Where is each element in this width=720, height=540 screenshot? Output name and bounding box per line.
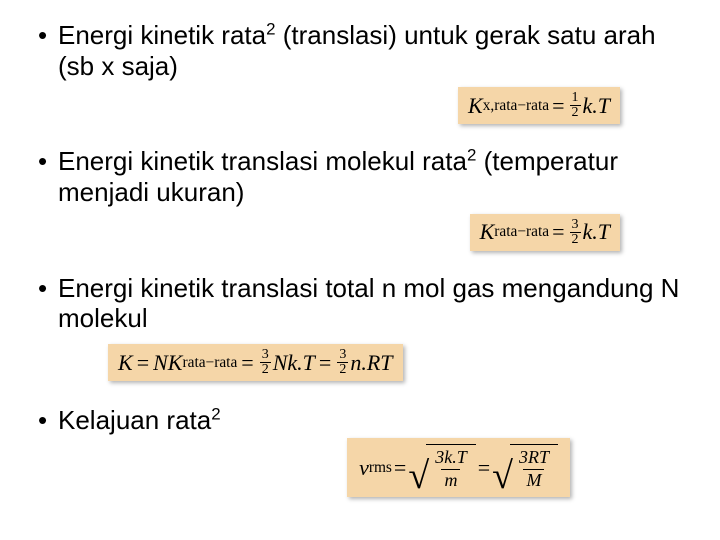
bullet-2: • Energi kinetik translasi molekul rata2… <box>58 146 680 207</box>
f2-sub: rata−rata <box>494 223 549 240</box>
bullet-3: • Energi kinetik translasi total n mol g… <box>58 273 680 334</box>
f3-N: N <box>153 350 168 376</box>
f3-frac2-n: 3 <box>337 348 348 362</box>
f4-r2n: 3RT <box>519 447 549 467</box>
bullet-dot: • <box>38 273 58 304</box>
bullet-dot: • <box>38 405 58 436</box>
bullet-3-text: Energi kinetik translasi total n mol gas… <box>58 273 680 334</box>
f3-frac2: 3 2 <box>337 348 348 377</box>
f2-frac-n: 3 <box>570 218 581 232</box>
bullet-4-text-a: Kelajuan rata <box>58 405 211 435</box>
f4-lfrac2: 3RT M <box>516 447 552 492</box>
bullet-1-text: Energi kinetik rata2 (translasi) untuk g… <box>58 20 680 81</box>
bullet-4-sup: 2 <box>211 404 220 423</box>
f3-K: K <box>118 350 133 376</box>
f2-frac: 3 2 <box>570 218 581 247</box>
f4-rad1: 3k.T m <box>426 444 476 492</box>
formula-3: K = NKrata−rata = 3 2 Nk.T = 3 2 n.RT <box>108 344 403 381</box>
bullet-1-sup: 2 <box>266 19 275 38</box>
f3-NkT: Nk.T <box>273 350 315 376</box>
f1-kT: k.T <box>583 93 611 119</box>
f3-frac2-d: 2 <box>337 362 348 377</box>
formula-1: Kx,rata−rata = 1 2 k.T <box>458 87 620 124</box>
f4-eq2: = <box>478 455 490 481</box>
f3-eq1: = <box>137 350 149 376</box>
formula-row-2: Krata−rata = 3 2 k.T <box>58 214 680 251</box>
radical-icon: √ <box>492 463 513 490</box>
f4-r1n: 3k.T <box>435 447 467 467</box>
f4-sqrt1: √ 3k.T m <box>408 444 475 492</box>
formula-row-3: K = NKrata−rata = 3 2 Nk.T = 3 2 n.RT <box>58 344 680 381</box>
bullet-2-sup: 2 <box>467 146 476 165</box>
f3-eq2: = <box>241 350 253 376</box>
f1-eq: = <box>552 93 564 119</box>
f3-Kr-sub: rata−rata <box>182 354 237 371</box>
f4-eq1: = <box>394 455 406 481</box>
bullet-1: • Energi kinetik rata2 (translasi) untuk… <box>58 20 680 81</box>
formula-4: vrms = √ 3k.T m = √ 3RT M <box>347 438 570 498</box>
bullet-1-text-a: Energi kinetik rata <box>58 20 266 50</box>
bullet-2-text: Energi kinetik translasi molekul rata2 (… <box>58 146 680 207</box>
f2-kT: k.T <box>583 219 611 245</box>
f3-Kr: K <box>168 350 183 376</box>
formula-2: Krata−rata = 3 2 k.T <box>470 214 620 251</box>
f3-nRT: n.RT <box>350 350 392 376</box>
f4-r2d: M <box>526 470 541 490</box>
f2-frac-d: 2 <box>570 232 581 247</box>
f1-K: K <box>468 93 483 119</box>
f4-r1d: m <box>444 470 457 490</box>
f2-eq: = <box>552 219 564 245</box>
f2-K: K <box>480 219 495 245</box>
f1-frac-d: 2 <box>570 105 581 120</box>
f1-frac-n: 1 <box>570 91 581 105</box>
f4-sqrt2: √ 3RT M <box>492 444 558 492</box>
f4-vsub: rms <box>369 459 392 476</box>
f3-frac1-n: 3 <box>260 348 271 362</box>
radical-icon: √ <box>408 463 429 490</box>
bullet-dot: • <box>38 20 58 51</box>
f4-v: v <box>359 455 369 481</box>
f1-frac: 1 2 <box>570 91 581 120</box>
f3-frac1-d: 2 <box>260 362 271 377</box>
f3-frac1: 3 2 <box>260 348 271 377</box>
formula-row-1: Kx,rata−rata = 1 2 k.T <box>58 87 680 124</box>
formula-row-4: vrms = √ 3k.T m = √ 3RT M <box>58 438 680 498</box>
slide: • Energi kinetik rata2 (translasi) untuk… <box>0 0 720 540</box>
bullet-4-text: Kelajuan rata2 <box>58 405 680 436</box>
bullet-4: • Kelajuan rata2 <box>58 405 680 436</box>
f1-sub: x,rata−rata <box>483 97 549 114</box>
bullet-dot: • <box>38 146 58 177</box>
f3-eq3: = <box>319 350 331 376</box>
bullet-2-text-a: Energi kinetik translasi molekul rata <box>58 146 467 176</box>
f4-lfrac1: 3k.T m <box>432 447 470 492</box>
f4-rad2: 3RT M <box>510 444 558 492</box>
